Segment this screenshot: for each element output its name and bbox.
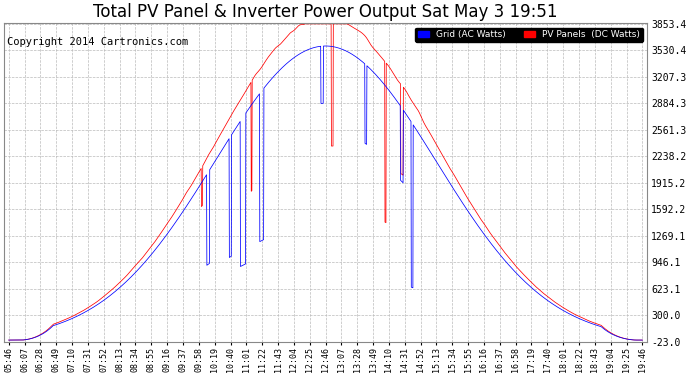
Title: Total PV Panel & Inverter Power Output Sat May 3 19:51: Total PV Panel & Inverter Power Output S… [93, 3, 558, 21]
Legend: Grid (AC Watts), PV Panels  (DC Watts): Grid (AC Watts), PV Panels (DC Watts) [415, 27, 642, 42]
Text: Copyright 2014 Cartronics.com: Copyright 2014 Cartronics.com [7, 38, 188, 47]
